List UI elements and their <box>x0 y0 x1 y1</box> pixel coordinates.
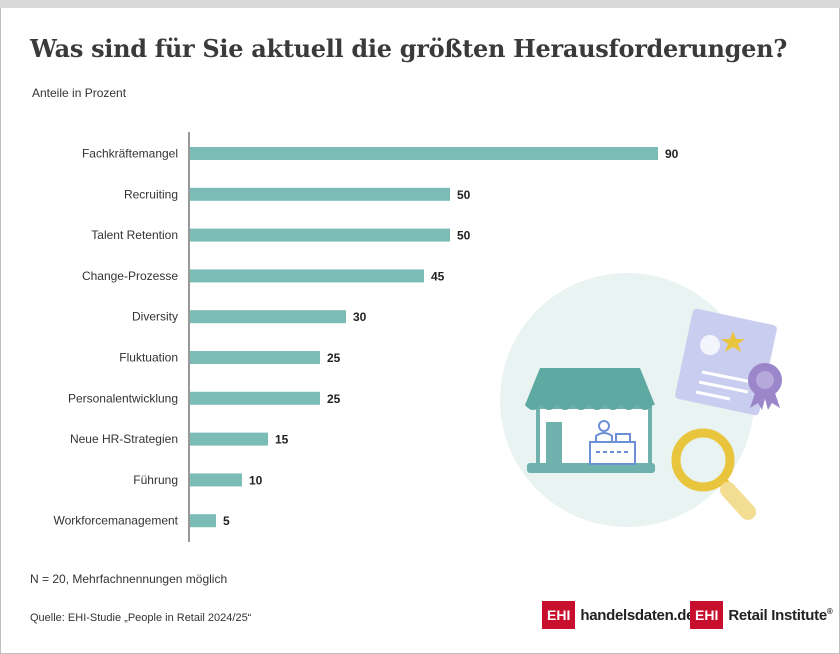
chart-subtitle: Anteile in Prozent <box>32 86 127 100</box>
category-label: Recruiting <box>124 187 178 201</box>
category-label: Workforcemanagement <box>54 514 179 528</box>
bar-value-label: 5 <box>223 514 230 528</box>
bar <box>190 147 658 160</box>
category-label: Führung <box>133 473 178 487</box>
bar-value-label: 25 <box>327 392 341 406</box>
ehi-mark: EHI <box>690 601 724 629</box>
bar <box>190 187 450 201</box>
bar-value-label: 30 <box>353 310 367 324</box>
chart-title: Was sind für Sie aktuell die größten Her… <box>30 34 788 63</box>
magnifier-icon <box>671 428 756 520</box>
category-label: Fachkräftemangel <box>82 147 178 161</box>
category-label: Change-Prozesse <box>82 269 178 283</box>
category-label: Fluktuation <box>119 351 178 365</box>
bar <box>190 473 242 487</box>
bar <box>190 351 320 364</box>
seal-icon <box>748 363 782 410</box>
top-bar <box>0 0 840 8</box>
ehi-mark: EHI <box>542 601 576 629</box>
sample-note: N = 20, Mehrfachnennungen möglich <box>30 572 228 586</box>
category-label: Diversity <box>132 310 178 324</box>
bar <box>190 269 424 283</box>
category-label: Talent Retention <box>91 228 178 242</box>
source-note: Quelle: EHI-Studie „People in Retail 202… <box>30 612 252 624</box>
bar <box>190 228 450 242</box>
bar <box>190 310 346 324</box>
handelsdaten-logo[interactable]: EHI handelsdaten.de <box>542 601 695 629</box>
category-label: Personalentwicklung <box>68 391 178 405</box>
bar-value-label: 10 <box>249 473 263 487</box>
bar-value-label: 50 <box>457 229 471 243</box>
bar-value-label: 15 <box>275 433 289 447</box>
bar-value-label: 45 <box>431 269 445 283</box>
retail-illustration <box>500 273 782 527</box>
store-icon <box>525 368 655 473</box>
bar-value-label: 90 <box>665 147 679 161</box>
retail-institute-text: Retail Institute® <box>728 606 833 624</box>
bar <box>190 514 216 528</box>
bar-value-label: 25 <box>327 351 341 365</box>
bar-value-label: 50 <box>457 188 471 202</box>
handelsdaten-text: handelsdaten.de <box>580 606 695 624</box>
bar <box>190 391 320 405</box>
bar <box>190 432 268 446</box>
category-label: Neue HR-Strategien <box>70 432 178 446</box>
ehi-retail-institute-logo[interactable]: EHI Retail Institute® <box>690 601 833 629</box>
